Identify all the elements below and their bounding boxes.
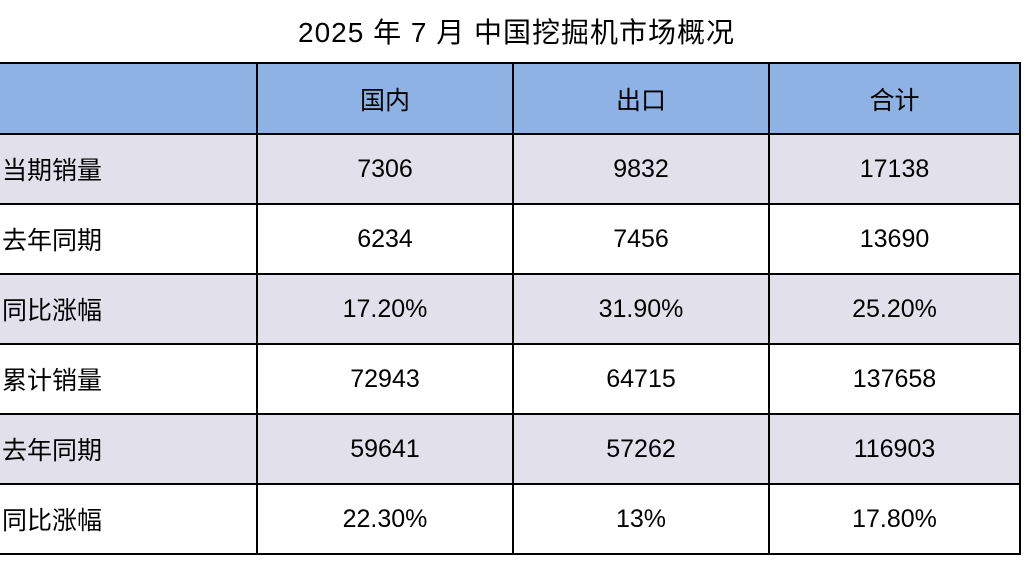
cell-domestic: 22.30% — [256, 483, 514, 555]
table-row-yoy-growth: 同比涨幅 17.20% 31.90% 25.20% — [0, 273, 1021, 345]
row-label: 同比涨幅 — [0, 273, 258, 345]
cell-total: 137658 — [768, 343, 1021, 415]
cell-export: 64715 — [512, 343, 770, 415]
cell-total: 25.20% — [768, 273, 1021, 345]
cell-total: 13690 — [768, 203, 1021, 275]
cell-domestic: 7306 — [256, 133, 514, 205]
column-header-rowlabel — [0, 62, 258, 135]
header-row: 国内 出口 合计 — [0, 62, 1021, 135]
table-row-last-year-same-period: 去年同期 6234 7456 13690 — [0, 203, 1021, 275]
table-header: 国内 出口 合计 — [0, 62, 1021, 135]
column-header-export: 出口 — [512, 62, 770, 135]
cell-export: 9832 — [512, 133, 770, 205]
table-row-cumulative-sales: 累计销量 72943 64715 137658 — [0, 343, 1021, 415]
cell-export: 7456 — [512, 203, 770, 275]
table-row-cumulative-yoy-growth: 同比涨幅 22.30% 13% 17.80% — [0, 483, 1021, 555]
table-body: 当期销量 7306 9832 17138 去年同期 6234 7456 1369… — [0, 133, 1021, 555]
cell-domestic: 59641 — [256, 413, 514, 485]
table-row-cumulative-last-year: 去年同期 59641 57262 116903 — [0, 413, 1021, 485]
cell-total: 17.80% — [768, 483, 1021, 555]
table-title: 2025 年 7 月 中国挖掘机市场概况 — [298, 17, 735, 48]
column-header-total: 合计 — [768, 62, 1021, 135]
column-header-domestic: 国内 — [256, 62, 514, 135]
cell-total: 17138 — [768, 133, 1021, 205]
table-row-current-sales: 当期销量 7306 9832 17138 — [0, 133, 1021, 205]
cell-total: 116903 — [768, 413, 1021, 485]
cell-domestic: 17.20% — [256, 273, 514, 345]
cell-export: 57262 — [512, 413, 770, 485]
row-label: 累计销量 — [0, 343, 258, 415]
row-label: 去年同期 — [0, 413, 258, 485]
cell-export: 13% — [512, 483, 770, 555]
row-label: 当期销量 — [0, 133, 258, 205]
market-overview-table: 国内 出口 合计 当期销量 7306 9832 17138 去年同期 6234 … — [0, 62, 1021, 555]
row-label: 去年同期 — [0, 203, 258, 275]
cell-export: 31.90% — [512, 273, 770, 345]
row-label: 同比涨幅 — [0, 483, 258, 555]
cell-domestic: 6234 — [256, 203, 514, 275]
cell-domestic: 72943 — [256, 343, 514, 415]
